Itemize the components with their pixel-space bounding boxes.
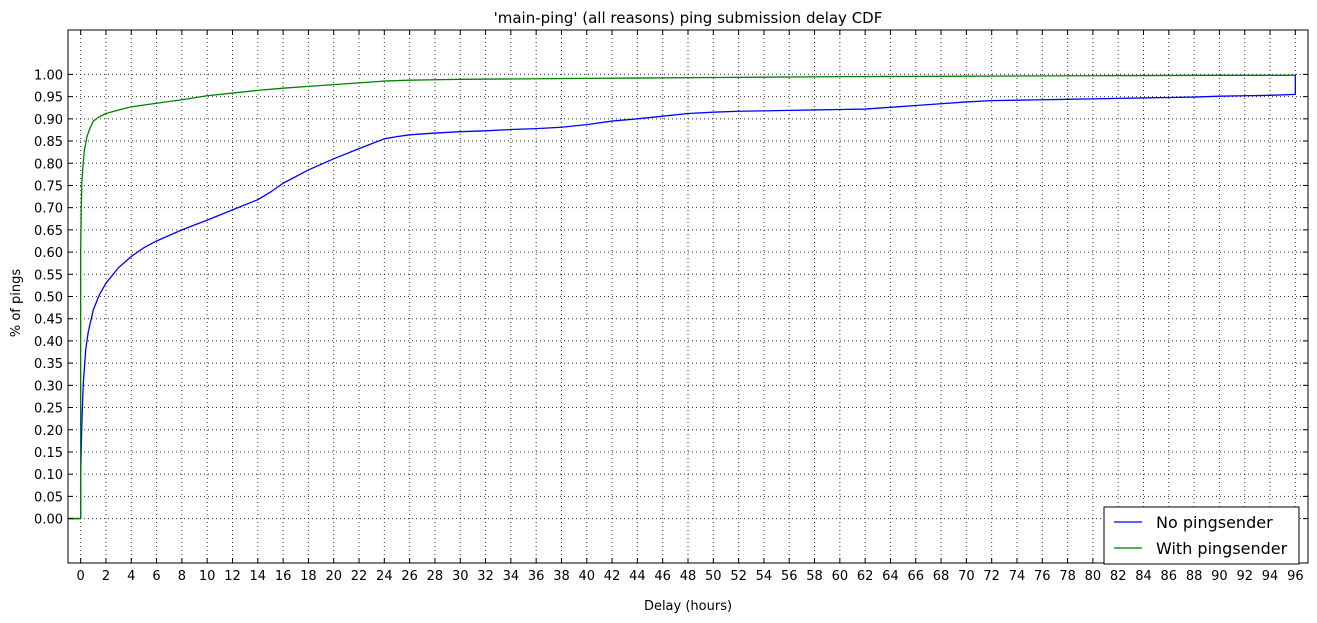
y-tick-label: 0.45 [34,313,63,328]
y-tick-label: 0.15 [34,446,63,461]
x-tick-label: 12 [224,569,241,584]
y-tick-label: 0.90 [34,113,63,128]
y-tick-label: 0.95 [34,91,63,106]
x-tick-label: 74 [1009,569,1026,584]
x-tick-label: 72 [983,569,1000,584]
x-tick-label: 92 [1236,569,1253,584]
x-tick-label: 18 [300,569,317,584]
x-tick-label: 32 [477,569,494,584]
y-tick-label: 0.50 [34,291,63,306]
x-tick-label: 96 [1287,569,1304,584]
x-tick-label: 30 [452,569,469,584]
series-layer [68,74,1296,520]
x-tick-label: 40 [579,569,596,584]
x-tick-label: 14 [250,569,267,584]
x-tick-label: 86 [1161,569,1178,584]
legend-box [1103,506,1300,565]
x-tick-label: 24 [376,569,393,584]
x-tick-label: 56 [781,569,798,584]
x-tick-label: 0 [77,569,85,584]
x-tick-label: 68 [933,569,950,584]
y-tick-label: 0.55 [34,268,63,283]
x-tick-label: 62 [857,569,874,584]
legend: No pingsender With pingsender [1103,506,1300,565]
x-tick-label: 88 [1186,569,1203,584]
y-tick-label: 0.00 [34,513,63,528]
y-tick-label: 1.00 [34,68,63,83]
x-tick-label: 90 [1211,569,1228,584]
x-tick-label: 42 [604,569,621,584]
y-tick-label: 0.85 [34,135,63,150]
x-tick-label: 8 [178,569,186,584]
x-tick-label: 64 [882,569,899,584]
y-tick-label: 0.05 [34,490,63,505]
x-tick-label: 44 [629,569,646,584]
series-line-with-pingsender [68,74,1296,520]
x-axis-label: Delay (hours) [644,599,732,614]
x-tick-label: 2 [102,569,110,584]
legend-label-no-pingsender: No pingsender [1156,513,1273,532]
x-axis: 0 2 4 6 8 10 12 14 16 18 20 22 24 26 28 30 32 34 36 38 40 42 4… [77,30,1304,584]
x-tick-label: 36 [528,569,545,584]
y-tick-label: 0.75 [34,179,63,194]
y-tick-label: 0.25 [34,402,63,417]
x-tick-label: 20 [325,569,342,584]
x-tick-label: 66 [907,569,924,584]
x-tick-label: 4 [127,569,135,584]
x-tick-label: 52 [730,569,747,584]
legend-label-with-pingsender: With pingsender [1156,539,1288,558]
x-tick-label: 54 [756,569,773,584]
x-tick-label: 22 [351,569,368,584]
grid [68,30,1308,563]
x-tick-label: 26 [401,569,418,584]
y-axis: 0.00 0.05 0.10 0.15 0.20 0.25 0.30 0.35 0.40 0.45… [34,68,1308,528]
x-tick-label: 46 [654,569,671,584]
x-tick-label: 50 [705,569,722,584]
y-tick-label: 0.20 [34,424,63,439]
x-tick-label: 70 [958,569,975,584]
y-tick-label: 0.70 [34,202,63,217]
chart-title: 'main-ping' (all reasons) ping submissio… [494,9,883,27]
x-tick-label: 58 [806,569,823,584]
x-tick-label: 76 [1034,569,1051,584]
x-tick-label: 48 [680,569,697,584]
y-tick-label: 0.10 [34,468,63,483]
x-tick-label: 60 [832,569,849,584]
y-tick-label: 0.65 [34,224,63,239]
series-line-no-pingsender [68,74,1296,520]
x-tick-label: 28 [427,569,444,584]
y-tick-label: 0.80 [34,157,63,172]
x-tick-label: 6 [152,569,160,584]
x-tick-label: 10 [199,569,216,584]
x-tick-label: 38 [553,569,570,584]
x-tick-label: 78 [1059,569,1076,584]
y-tick-label: 0.30 [34,379,63,394]
x-tick-label: 84 [1135,569,1152,584]
x-tick-label: 94 [1262,569,1279,584]
y-axis-label: % of pings [9,269,24,338]
y-tick-label: 0.40 [34,335,63,350]
x-tick-label: 80 [1085,569,1102,584]
x-tick-label: 16 [275,569,292,584]
y-tick-label: 0.35 [34,357,63,372]
x-tick-label: 82 [1110,569,1127,584]
y-tick-label: 0.60 [34,246,63,261]
x-tick-label: 34 [503,569,520,584]
